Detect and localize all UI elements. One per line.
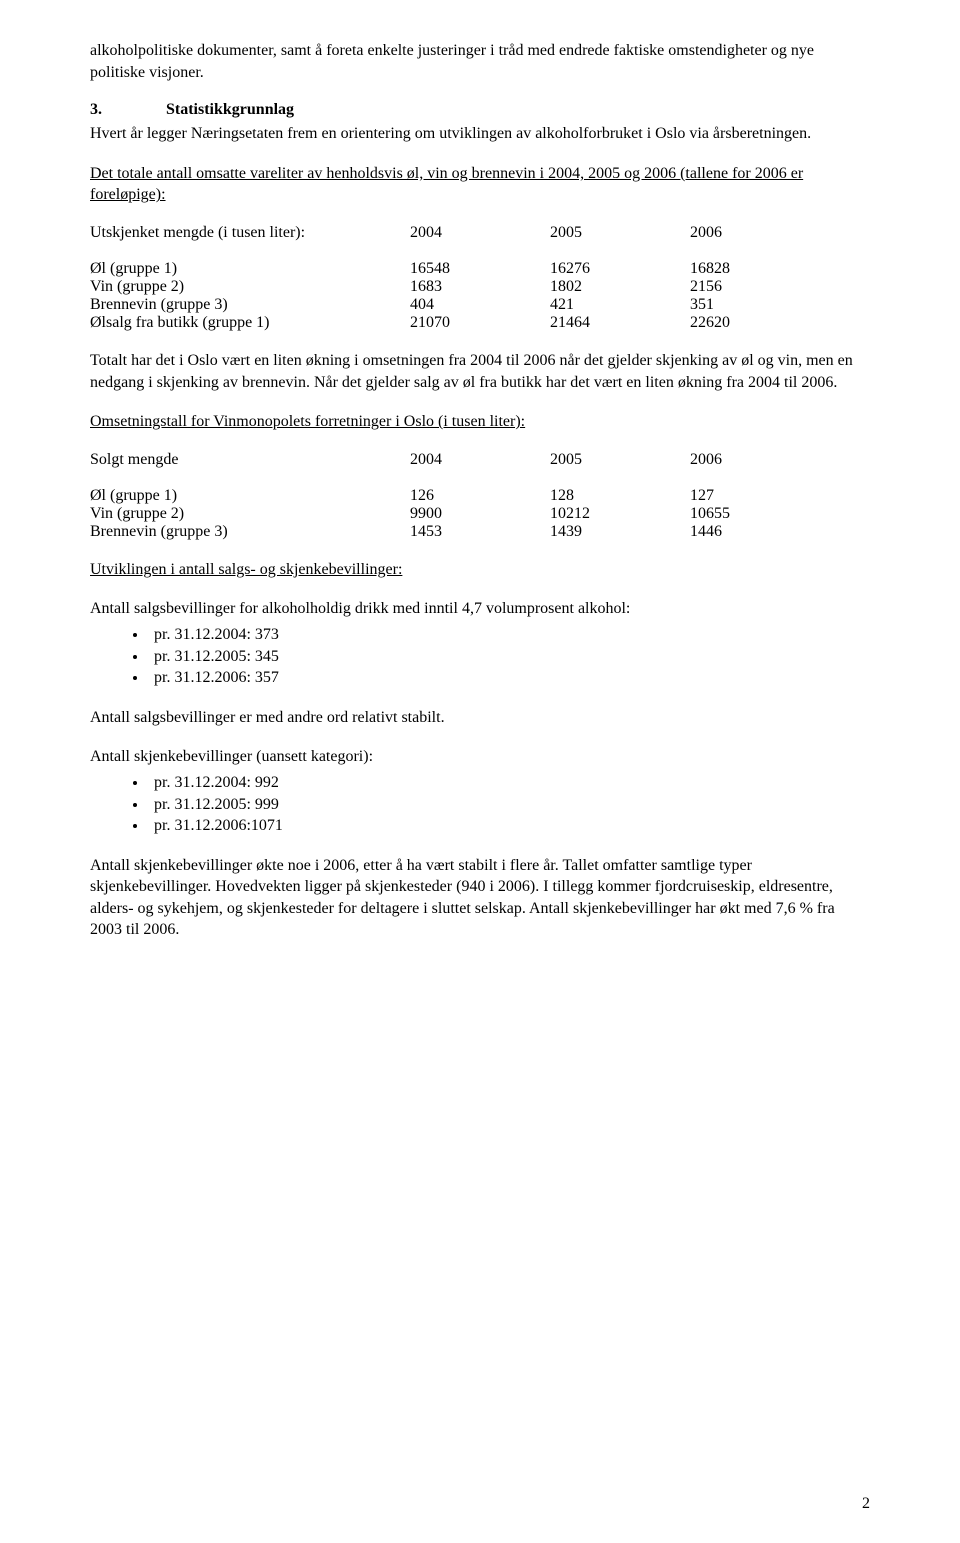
table-header-year: 2006 (690, 451, 830, 469)
table-cell-value: 127 (690, 487, 830, 505)
section3-para6: Antall salgsbevillinger for alkoholholdi… (90, 598, 870, 620)
section-heading: 3. Statistikkgrunnlag (90, 101, 870, 119)
table-cell-value: 1439 (550, 523, 690, 541)
table-cell-label: Vin (gruppe 2) (90, 505, 410, 523)
section3-para5-underlined: Utviklingen i antall salgs- og skjenkebe… (90, 559, 870, 581)
table-row: Vin (gruppe 2) 9900 10212 10655 (90, 505, 870, 523)
table-utskjenket: Utskjenket mengde (i tusen liter): 2004 … (90, 224, 870, 332)
section3-para4-underlined: Omsetningstall for Vinmonopolets forretn… (90, 411, 870, 433)
section3-para2-underlined: Det totale antall omsatte vareliter av h… (90, 163, 870, 206)
section3-para3: Totalt har det i Oslo vært en liten økni… (90, 350, 870, 393)
table-cell-label: Øl (gruppe 1) (90, 260, 410, 278)
table-cell-value: 1802 (550, 278, 690, 296)
table-header-label: Utskjenket mengde (i tusen liter): (90, 224, 410, 242)
table-cell-label: Brennevin (gruppe 3) (90, 523, 410, 541)
list-item: pr. 31.12.2006:1071 (148, 815, 870, 837)
table-cell-label: Øl (gruppe 1) (90, 487, 410, 505)
table-cell-value: 16276 (550, 260, 690, 278)
table-cell-value: 421 (550, 296, 690, 314)
list-item: pr. 31.12.2004: 373 (148, 624, 870, 646)
table-row: Øl (gruppe 1) 126 128 127 (90, 487, 870, 505)
list-skjenkebevillinger: pr. 31.12.2004: 992 pr. 31.12.2005: 999 … (90, 772, 870, 837)
table-cell-label: Ølsalg fra butikk (gruppe 1) (90, 314, 410, 332)
table-cell-value: 128 (550, 487, 690, 505)
section3-para8: Antall skjenkebevillinger (uansett kateg… (90, 746, 870, 768)
table-header-year: 2004 (410, 224, 550, 242)
section-number: 3. (90, 101, 130, 119)
section3-para7: Antall salgsbevillinger er med andre ord… (90, 707, 870, 729)
table-cell-value: 16828 (690, 260, 830, 278)
table-cell-value: 1683 (410, 278, 550, 296)
table-cell-value: 21464 (550, 314, 690, 332)
table-cell-label: Vin (gruppe 2) (90, 278, 410, 296)
table-header-year: 2005 (550, 451, 690, 469)
table-cell-value: 9900 (410, 505, 550, 523)
table-row: Brennevin (gruppe 3) 1453 1439 1446 (90, 523, 870, 541)
table-row: Øl (gruppe 1) 16548 16276 16828 (90, 260, 870, 278)
table-header-year: 2004 (410, 451, 550, 469)
table-row: Vin (gruppe 2) 1683 1802 2156 (90, 278, 870, 296)
section3-para9: Antall skjenkebevillinger økte noe i 200… (90, 855, 870, 941)
table-header-row: Utskjenket mengde (i tusen liter): 2004 … (90, 224, 870, 242)
list-item: pr. 31.12.2005: 345 (148, 646, 870, 668)
table-cell-value: 404 (410, 296, 550, 314)
table-cell-value: 1453 (410, 523, 550, 541)
table-header-row: Solgt mengde 2004 2005 2006 (90, 451, 870, 469)
table-row: Ølsalg fra butikk (gruppe 1) 21070 21464… (90, 314, 870, 332)
table-header-year: 2005 (550, 224, 690, 242)
list-item: pr. 31.12.2005: 999 (148, 794, 870, 816)
table-cell-value: 126 (410, 487, 550, 505)
table-cell-value: 21070 (410, 314, 550, 332)
table-cell-value: 16548 (410, 260, 550, 278)
table-cell-value: 351 (690, 296, 830, 314)
list-salgsbevillinger: pr. 31.12.2004: 373 pr. 31.12.2005: 345 … (90, 624, 870, 689)
section-title: Statistikkgrunnlag (166, 101, 294, 119)
table-header-label: Solgt mengde (90, 451, 410, 469)
table-cell-value: 10212 (550, 505, 690, 523)
table-header-year: 2006 (690, 224, 830, 242)
table-cell-value: 2156 (690, 278, 830, 296)
list-item: pr. 31.12.2004: 992 (148, 772, 870, 794)
page-number: 2 (862, 1495, 870, 1513)
section3-para1: Hvert år legger Næringsetaten frem en or… (90, 123, 870, 145)
table-row: Brennevin (gruppe 3) 404 421 351 (90, 296, 870, 314)
table-cell-value: 22620 (690, 314, 830, 332)
list-item: pr. 31.12.2006: 357 (148, 667, 870, 689)
intro-paragraph: alkoholpolitiske dokumenter, samt å fore… (90, 40, 870, 83)
table-cell-value: 1446 (690, 523, 830, 541)
table-cell-value: 10655 (690, 505, 830, 523)
table-vinmonopolet: Solgt mengde 2004 2005 2006 Øl (gruppe 1… (90, 451, 870, 541)
table-cell-label: Brennevin (gruppe 3) (90, 296, 410, 314)
document-page: alkoholpolitiske dokumenter, samt å fore… (0, 0, 960, 1543)
